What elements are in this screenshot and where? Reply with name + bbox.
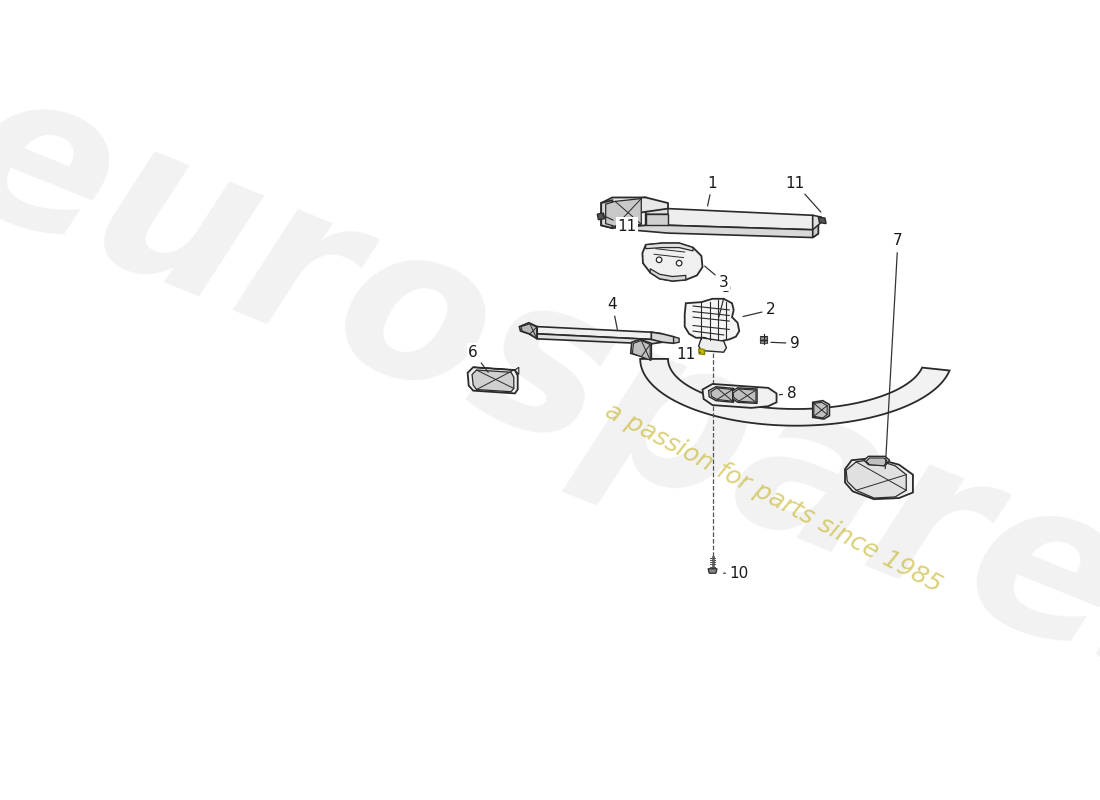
Polygon shape (708, 386, 734, 402)
Polygon shape (537, 334, 662, 344)
Polygon shape (519, 322, 537, 339)
Circle shape (676, 260, 682, 266)
Polygon shape (468, 367, 518, 394)
Polygon shape (629, 222, 818, 238)
Text: 4: 4 (607, 297, 617, 330)
Text: 1: 1 (707, 175, 717, 206)
Text: 2: 2 (744, 302, 775, 318)
Polygon shape (642, 243, 703, 281)
Polygon shape (630, 339, 651, 360)
Text: 7: 7 (886, 234, 903, 469)
Polygon shape (703, 384, 777, 408)
Polygon shape (813, 215, 821, 230)
Polygon shape (597, 213, 605, 220)
Polygon shape (650, 269, 685, 281)
Polygon shape (708, 569, 717, 574)
Polygon shape (646, 214, 668, 226)
Polygon shape (868, 465, 895, 495)
Text: 8: 8 (779, 386, 796, 401)
Text: 3: 3 (705, 266, 728, 290)
Polygon shape (818, 217, 826, 224)
Text: 11: 11 (785, 175, 821, 212)
Polygon shape (730, 388, 757, 403)
Polygon shape (814, 402, 827, 418)
Polygon shape (602, 198, 646, 228)
Circle shape (657, 257, 662, 262)
Text: 9: 9 (771, 336, 800, 351)
Polygon shape (673, 337, 679, 343)
Polygon shape (472, 370, 514, 392)
Polygon shape (846, 459, 906, 498)
Text: a passion for parts since 1985: a passion for parts since 1985 (602, 398, 946, 598)
Polygon shape (606, 198, 641, 226)
Polygon shape (640, 359, 949, 426)
Polygon shape (629, 209, 818, 230)
Polygon shape (651, 332, 676, 343)
Polygon shape (646, 206, 668, 214)
Polygon shape (733, 389, 756, 402)
Polygon shape (602, 200, 613, 228)
Polygon shape (760, 335, 767, 343)
Polygon shape (521, 324, 537, 338)
Polygon shape (813, 215, 818, 238)
Polygon shape (632, 341, 650, 360)
Text: 10: 10 (724, 566, 749, 581)
Polygon shape (845, 458, 913, 499)
Polygon shape (537, 326, 662, 339)
Polygon shape (698, 338, 726, 352)
Polygon shape (864, 456, 890, 466)
Polygon shape (602, 198, 668, 214)
Polygon shape (698, 349, 705, 354)
Text: 11: 11 (603, 215, 637, 234)
Polygon shape (646, 243, 693, 251)
Text: 11: 11 (676, 347, 701, 362)
Polygon shape (711, 388, 733, 402)
Polygon shape (473, 367, 519, 374)
Text: eurospares: eurospares (0, 46, 1100, 750)
Polygon shape (866, 458, 888, 466)
Polygon shape (684, 298, 739, 341)
Text: 5: 5 (718, 280, 732, 318)
Text: 6: 6 (469, 345, 488, 372)
Polygon shape (813, 401, 829, 419)
